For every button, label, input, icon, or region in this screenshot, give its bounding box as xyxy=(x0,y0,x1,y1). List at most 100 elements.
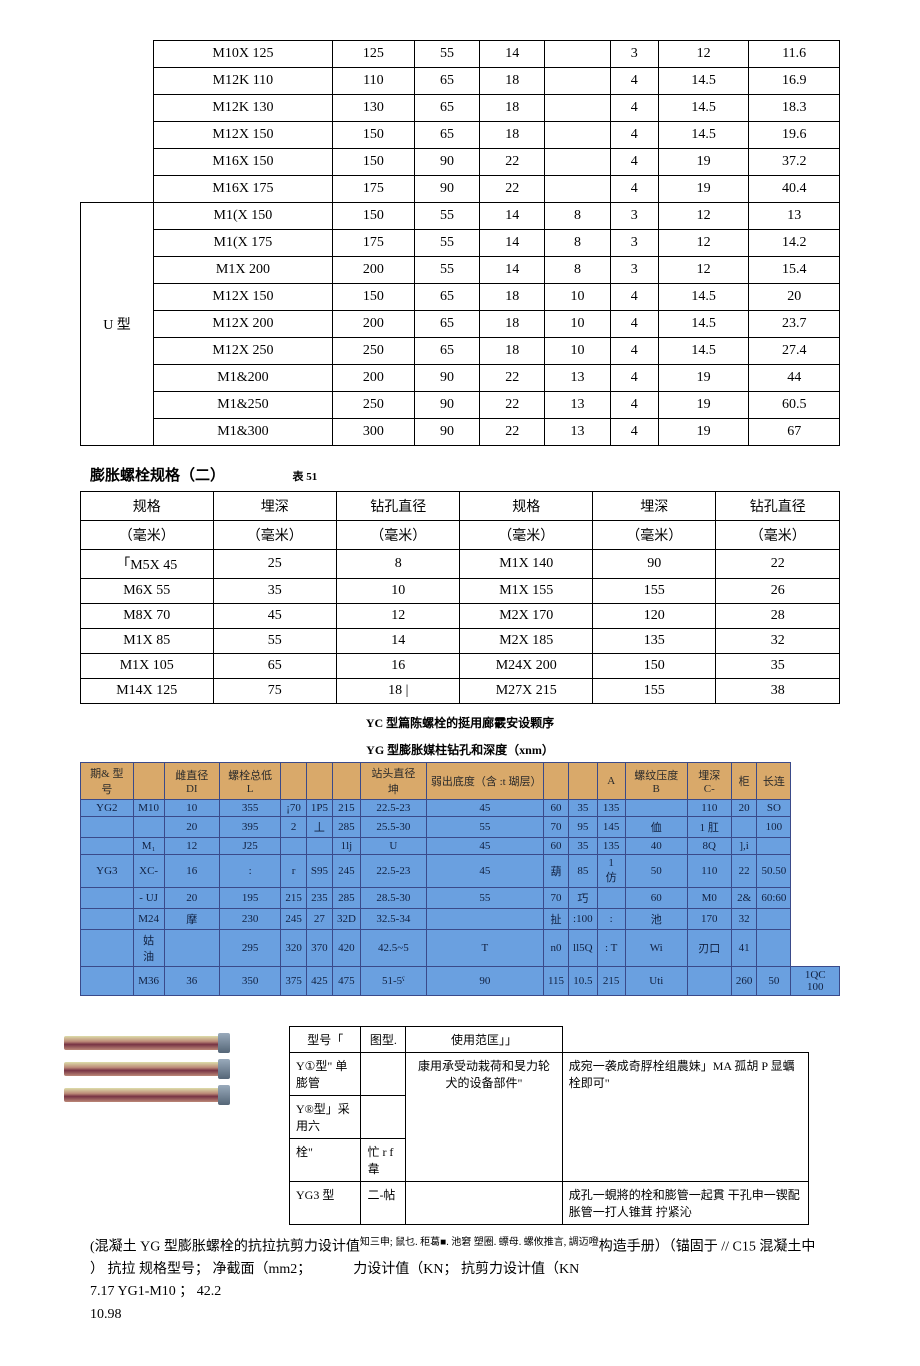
table-cell xyxy=(545,122,610,149)
table-cell: 375 xyxy=(281,967,307,996)
table-cell: Wi xyxy=(625,930,687,967)
table-cell xyxy=(545,95,610,122)
table-cell: - UJ xyxy=(133,888,164,909)
table-cell: 26 xyxy=(716,579,840,604)
table-cell: 4 xyxy=(610,392,658,419)
col-unit: （毫米） xyxy=(81,521,214,550)
bolt-illustrations xyxy=(60,1026,228,1102)
table-cell: 170 xyxy=(687,909,731,930)
table-cell: 395 xyxy=(219,817,280,838)
table-cell: 18 xyxy=(480,122,545,149)
col-header: 钻孔直径 xyxy=(337,492,460,521)
table-cell: 23.7 xyxy=(749,311,840,338)
table-cell: 135 xyxy=(597,800,625,817)
table-cell xyxy=(81,930,134,967)
caption-1: YC 型篇陈螺栓的挺用廊霰安设颗序 xyxy=(60,714,860,731)
col-unit: （毫米） xyxy=(716,521,840,550)
table-cell: 19 xyxy=(658,392,749,419)
table-cell: 135 xyxy=(593,629,716,654)
col-header xyxy=(332,763,360,800)
table-cell: 1 肛 xyxy=(687,817,731,838)
table-cell: 110 xyxy=(332,68,414,95)
table-cell: 14 xyxy=(480,257,545,284)
table-cell: 4 xyxy=(610,95,658,122)
col-header: 螺纹压度 B xyxy=(625,763,687,800)
table-cell: 18 xyxy=(480,311,545,338)
table-cell: 18 xyxy=(480,284,545,311)
table-cell: SO xyxy=(757,800,791,817)
table-cell xyxy=(757,909,791,930)
table-cell: 41 xyxy=(731,930,757,967)
table-cell: 45 xyxy=(426,800,543,817)
table-cell: 4 xyxy=(610,68,658,95)
table-cell xyxy=(81,838,134,855)
table-cell: 3 xyxy=(610,203,658,230)
col-header xyxy=(306,763,332,800)
footer-line4: 10.98 xyxy=(90,1307,122,1322)
table-cell: 14 xyxy=(480,230,545,257)
table-cell: 32.5-34 xyxy=(360,909,426,930)
table-cell: 14.5 xyxy=(658,68,749,95)
table-cell: M8X 70 xyxy=(81,604,214,629)
table-cell: 90 xyxy=(414,419,479,446)
table-cell: 155 xyxy=(593,679,716,704)
table-cell: 155 xyxy=(593,579,716,604)
table-cell: M12X 200 xyxy=(154,311,333,338)
table-cell: 8 xyxy=(545,230,610,257)
table-cell: 95 xyxy=(569,817,598,838)
col-header: 使用范匡」」 xyxy=(406,1027,562,1053)
table-cell: 250 xyxy=(332,392,414,419)
table-cell: 巧 xyxy=(569,888,598,909)
footer-sup: 知三申; 鼠乜. 秬葛■. 池窘 塑圈. 螵母. 螺攸推言, 調迈噔 xyxy=(360,1237,599,1248)
table-cell: 35 xyxy=(716,654,840,679)
col-header: 雌直径 DI xyxy=(164,763,219,800)
table-cell: 175 xyxy=(332,176,414,203)
table-cell: 27.4 xyxy=(749,338,840,365)
yg-drill-table: 期& 型号雌直径 DI螺栓总低 L站头直径 坤弱出底度（含 :t 瑚层）A螺纹压… xyxy=(80,762,840,996)
table-cell: 28 xyxy=(716,604,840,629)
table-cell: 55 xyxy=(414,230,479,257)
col-header: 图型. xyxy=(361,1027,406,1053)
table-cell: M12X 150 xyxy=(154,284,333,311)
table-cell: 50.50 xyxy=(757,855,791,888)
table-cell xyxy=(545,176,610,203)
table-cell: 40 xyxy=(625,838,687,855)
table-cell: M2X 185 xyxy=(460,629,593,654)
table-cell: M16X 150 xyxy=(154,149,333,176)
table-cell: M1X 105 xyxy=(81,654,214,679)
table-cell: 12 xyxy=(658,203,749,230)
table-cell: 50 xyxy=(625,855,687,888)
table-cell xyxy=(597,888,625,909)
footer-paragraph: (混凝土 YG 型膨胀螺栓的抗拉抗剪力设计值知三申; 鼠乜. 秬葛■. 池窘 塑… xyxy=(60,1235,860,1326)
table-cell: 85 xyxy=(569,855,598,888)
table-cell: 12 xyxy=(658,257,749,284)
table-cell: 12 xyxy=(337,604,460,629)
table-cell xyxy=(426,909,543,930)
table-cell: 13 xyxy=(545,419,610,446)
col-unit: （毫米） xyxy=(213,521,336,550)
table-cell xyxy=(757,838,791,855)
table-cell: 285 xyxy=(332,817,360,838)
table-cell: 38 xyxy=(716,679,840,704)
table-cell: r xyxy=(281,855,307,888)
table-cell: 4 xyxy=(610,122,658,149)
table-cell: 18 xyxy=(480,95,545,122)
table-cell: 葫 xyxy=(543,855,568,888)
table-cell: 16 xyxy=(337,654,460,679)
table-cell xyxy=(545,68,610,95)
bolt-illustration-3 xyxy=(64,1088,224,1102)
table-cell: 150 xyxy=(332,203,414,230)
col-header: 长连 xyxy=(757,763,791,800)
bolt-illustration-1 xyxy=(64,1036,224,1050)
col-header: 站头直径 坤 xyxy=(360,763,426,800)
table-cell: 8 xyxy=(545,203,610,230)
table-cell: 4 xyxy=(610,365,658,392)
table-cell: 14.5 xyxy=(658,284,749,311)
table-cell: 120 xyxy=(593,604,716,629)
table-cell: 27 xyxy=(306,909,332,930)
table-cell xyxy=(81,967,134,996)
title-text: 膨胀螺栓规格（二） xyxy=(90,468,225,484)
table-cell: 90 xyxy=(593,550,716,579)
table-cell: 1lj xyxy=(332,838,360,855)
col-header: 弱出底度（含 :t 瑚层） xyxy=(426,763,543,800)
